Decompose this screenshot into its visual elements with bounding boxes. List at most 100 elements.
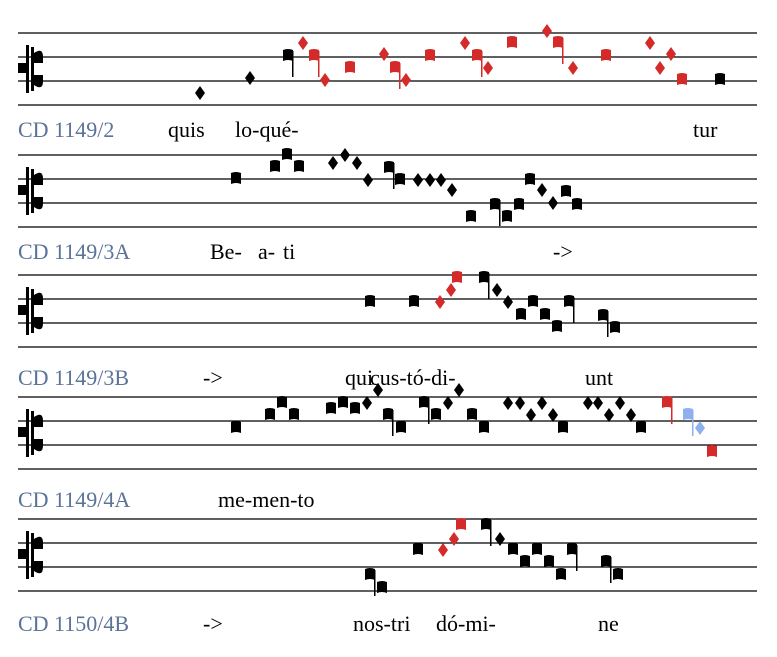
neume <box>195 86 205 100</box>
neume <box>365 295 375 307</box>
system: CD 1149/4A me-men-to <box>18 383 757 512</box>
clef <box>18 427 26 437</box>
clef <box>31 47 34 91</box>
neume <box>567 543 577 555</box>
neume <box>610 321 620 333</box>
neume <box>613 568 623 580</box>
clef <box>18 63 26 73</box>
lyric: ti <box>283 239 295 264</box>
neume-stem <box>488 273 490 299</box>
neume <box>472 49 482 61</box>
clef <box>34 414 43 452</box>
neume <box>490 198 500 210</box>
neume <box>413 173 423 187</box>
clef <box>26 45 29 93</box>
lyric: -> <box>203 365 223 390</box>
neume-stem <box>490 520 492 546</box>
neume <box>409 295 419 307</box>
neume <box>525 173 535 185</box>
lyric: a- <box>258 239 275 264</box>
neume-stem <box>576 545 578 571</box>
system-label: CD 1150/4B <box>18 611 129 636</box>
lyric: cus-tó-di- <box>370 365 456 390</box>
lyric: lo-qué- <box>235 117 299 142</box>
neume <box>564 295 574 307</box>
system: CD 1149/2 quis lo-qué-tur <box>18 24 757 142</box>
neume <box>326 402 336 414</box>
neume <box>503 295 513 309</box>
neume <box>365 568 375 580</box>
neume <box>572 198 582 210</box>
neume <box>283 49 293 61</box>
neume <box>677 73 687 85</box>
neume <box>384 161 394 173</box>
neume-stem <box>399 63 401 89</box>
neume <box>452 271 462 283</box>
neume <box>615 396 625 410</box>
neume <box>277 396 287 408</box>
neume <box>645 36 655 50</box>
lyric: nos-tri <box>353 611 410 636</box>
neume <box>320 73 330 87</box>
clef <box>18 305 26 315</box>
neume <box>495 532 505 546</box>
neume <box>350 402 360 414</box>
neume-stem <box>393 163 395 189</box>
clef <box>26 409 29 457</box>
system-label: CD 1149/3B <box>18 365 129 390</box>
neume-stem <box>692 410 694 436</box>
neume <box>401 73 411 87</box>
lyric: unt <box>585 365 613 390</box>
neume <box>537 183 547 197</box>
neume <box>395 173 405 185</box>
clef <box>34 50 43 88</box>
neume <box>695 421 705 435</box>
neume <box>532 543 542 555</box>
lyric: dó-mi- <box>436 611 496 636</box>
neume <box>431 408 441 420</box>
neume <box>707 445 717 457</box>
neume <box>362 396 372 410</box>
clef <box>31 411 34 455</box>
neume <box>231 172 241 184</box>
neume <box>443 396 453 410</box>
clef <box>34 172 43 210</box>
neume <box>544 555 554 567</box>
clef <box>18 549 26 559</box>
neume <box>666 47 676 61</box>
clef <box>26 531 29 579</box>
neume <box>583 396 593 410</box>
neume-stem <box>292 51 294 77</box>
neume-stem <box>610 557 612 583</box>
neume <box>270 160 280 172</box>
neume-stem <box>374 570 376 596</box>
system-label: CD 1149/3A <box>18 239 130 264</box>
neume <box>425 173 435 187</box>
neume <box>514 198 524 210</box>
neume <box>528 295 538 307</box>
neume <box>436 173 446 187</box>
lyric: Be- <box>210 239 242 264</box>
neume <box>340 148 350 162</box>
neume <box>460 36 470 50</box>
clef <box>31 533 34 577</box>
neume <box>390 61 400 73</box>
neume <box>662 396 672 408</box>
neume <box>363 173 373 187</box>
neume <box>683 408 693 420</box>
neume <box>379 47 389 61</box>
neume <box>492 283 502 297</box>
neume <box>601 49 611 61</box>
neume <box>309 49 319 61</box>
clef <box>34 536 43 574</box>
neume <box>383 408 393 420</box>
neume <box>413 543 423 555</box>
neume <box>604 408 614 422</box>
system: CD 1149/3A Be-a-ti -> <box>18 148 757 264</box>
lyric: qui <box>345 365 373 390</box>
neume <box>515 396 525 410</box>
neume <box>289 408 299 420</box>
system-label: CD 1149/4A <box>18 487 130 512</box>
neume <box>568 61 578 75</box>
